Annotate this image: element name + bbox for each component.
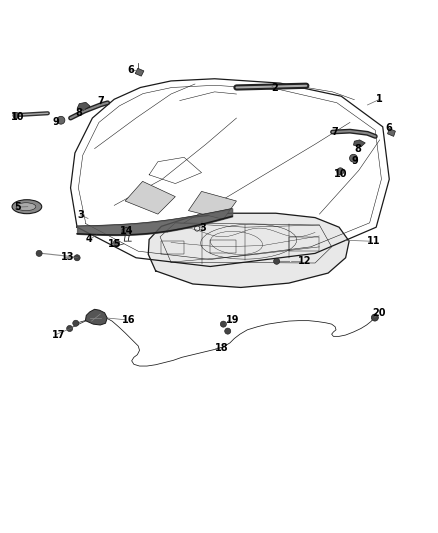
- Circle shape: [74, 255, 80, 261]
- Polygon shape: [148, 213, 349, 287]
- Text: 9: 9: [352, 156, 358, 166]
- Circle shape: [13, 112, 19, 118]
- Text: 5: 5: [14, 202, 21, 212]
- Polygon shape: [125, 181, 175, 214]
- Text: 16: 16: [122, 315, 136, 325]
- Circle shape: [57, 116, 65, 124]
- Ellipse shape: [16, 203, 36, 211]
- Circle shape: [371, 314, 378, 321]
- Polygon shape: [77, 102, 90, 110]
- Polygon shape: [85, 309, 107, 325]
- Text: 3: 3: [77, 210, 84, 220]
- Circle shape: [73, 320, 79, 326]
- Text: 13: 13: [61, 252, 74, 262]
- Circle shape: [274, 258, 280, 264]
- Text: 1: 1: [376, 94, 383, 104]
- Text: 19: 19: [226, 315, 240, 325]
- Circle shape: [36, 251, 42, 256]
- Text: 14: 14: [120, 225, 133, 236]
- Text: 10: 10: [334, 169, 348, 179]
- Text: 7: 7: [332, 127, 339, 137]
- Text: 12: 12: [297, 256, 311, 266]
- Text: 6: 6: [127, 65, 134, 75]
- Ellipse shape: [12, 200, 42, 214]
- Polygon shape: [188, 191, 237, 220]
- Circle shape: [220, 321, 226, 327]
- Text: 18: 18: [215, 343, 228, 353]
- Text: 2: 2: [272, 83, 278, 93]
- Text: 15: 15: [108, 239, 121, 249]
- Polygon shape: [135, 68, 144, 76]
- Text: 6: 6: [385, 123, 392, 133]
- Text: 17: 17: [52, 329, 66, 340]
- Circle shape: [113, 240, 120, 246]
- Polygon shape: [388, 128, 396, 136]
- Text: 8: 8: [354, 144, 361, 155]
- Text: 3: 3: [199, 223, 206, 233]
- Text: 11: 11: [367, 236, 380, 246]
- Circle shape: [337, 168, 344, 175]
- Circle shape: [67, 326, 73, 332]
- Text: 4: 4: [86, 235, 92, 245]
- Circle shape: [225, 328, 231, 334]
- Text: 8: 8: [75, 108, 82, 118]
- Circle shape: [350, 154, 357, 162]
- Polygon shape: [353, 140, 365, 147]
- Text: 9: 9: [52, 117, 59, 127]
- Text: 10: 10: [11, 112, 25, 122]
- Text: 20: 20: [373, 308, 386, 318]
- Text: 7: 7: [98, 95, 104, 106]
- Polygon shape: [122, 227, 132, 236]
